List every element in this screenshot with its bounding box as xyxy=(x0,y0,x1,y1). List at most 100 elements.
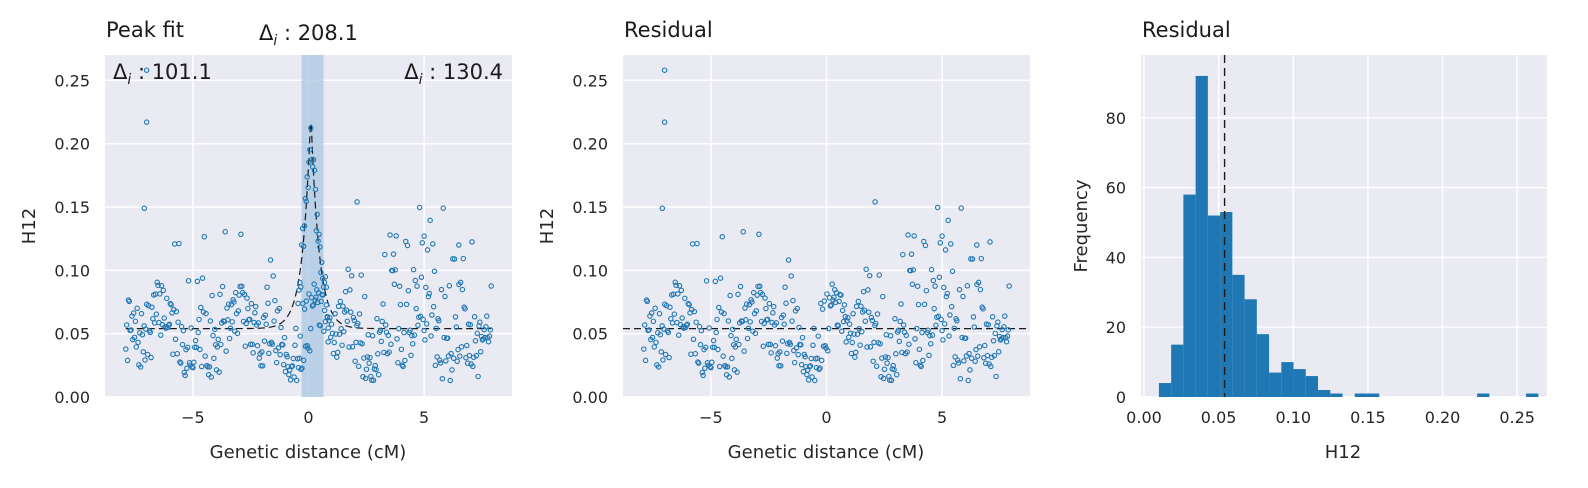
data-point xyxy=(946,333,952,339)
data-point xyxy=(852,349,859,356)
data-point xyxy=(284,353,290,360)
data-point xyxy=(662,351,669,358)
data-point xyxy=(770,310,776,316)
y-axis-label: Frequency xyxy=(1071,179,1092,272)
data-point xyxy=(858,303,864,310)
data-point xyxy=(464,360,471,367)
data-point xyxy=(358,272,365,278)
data-point xyxy=(947,312,953,318)
data-point xyxy=(164,295,170,302)
data-point xyxy=(444,335,451,341)
y-tick-label: 0.00 xyxy=(572,388,608,407)
histogram-bar xyxy=(1171,344,1184,397)
data-point xyxy=(657,331,664,338)
residual-histogram-panel: 0.00 0.05 0.10 0.15 0.20 0.25 0 20 40 60 80 Residu… xyxy=(1071,18,1547,463)
data-point xyxy=(154,279,160,286)
data-point xyxy=(197,346,203,353)
data-point xyxy=(313,227,320,234)
data-point xyxy=(288,363,295,370)
data-point xyxy=(327,315,333,321)
data-point xyxy=(320,292,326,298)
delta-value: : 130.4 xyxy=(422,60,503,84)
data-point xyxy=(333,331,339,337)
data-point xyxy=(710,337,717,344)
data-point xyxy=(944,290,951,297)
data-point xyxy=(349,344,356,350)
data-point xyxy=(846,321,853,327)
data-point xyxy=(419,240,426,246)
data-point xyxy=(697,341,704,348)
data-point xyxy=(920,357,926,364)
data-point xyxy=(914,325,920,332)
data-point xyxy=(325,339,331,345)
data-point xyxy=(231,299,237,305)
data-point xyxy=(817,365,823,371)
data-point xyxy=(795,351,801,358)
data-point xyxy=(903,332,910,339)
data-point xyxy=(995,349,1002,355)
data-point xyxy=(289,363,296,369)
histogram-bar xyxy=(1526,393,1539,397)
data-point xyxy=(184,365,190,371)
data-point xyxy=(690,336,697,343)
delta-symbol: Δ xyxy=(259,21,274,45)
data-point xyxy=(702,344,709,351)
data-point xyxy=(693,319,699,325)
data-point xyxy=(175,319,181,325)
data-point xyxy=(978,255,985,262)
data-point xyxy=(868,314,875,321)
data-point xyxy=(475,373,481,380)
data-point xyxy=(436,357,443,364)
data-point xyxy=(123,322,130,328)
data-point xyxy=(485,338,492,345)
y-tick-label: 0.25 xyxy=(54,71,90,90)
data-point xyxy=(250,350,256,356)
data-point xyxy=(229,319,235,325)
data-point xyxy=(941,321,948,327)
data-point xyxy=(925,327,931,333)
data-point xyxy=(310,302,317,308)
y-tick-label: 0.20 xyxy=(572,135,608,154)
data-point xyxy=(355,320,361,327)
data-point xyxy=(209,292,215,299)
data-point xyxy=(910,267,917,273)
data-point xyxy=(783,300,789,307)
data-point xyxy=(734,369,740,375)
data-point xyxy=(450,355,457,362)
data-point xyxy=(134,305,140,312)
data-point xyxy=(153,311,160,317)
data-point xyxy=(421,233,427,239)
data-point xyxy=(293,377,300,384)
data-point xyxy=(422,337,428,343)
y-axis-label: H12 xyxy=(537,208,558,244)
data-point xyxy=(683,322,690,328)
data-point xyxy=(793,345,800,351)
data-point xyxy=(779,338,786,344)
data-point xyxy=(781,321,787,327)
data-point xyxy=(661,119,668,125)
delta-subscript: i xyxy=(273,33,277,49)
data-point xyxy=(350,314,357,321)
data-point xyxy=(214,344,221,350)
data-point xyxy=(313,294,319,301)
data-point xyxy=(838,292,844,298)
data-point xyxy=(847,330,854,337)
data-point xyxy=(207,318,214,324)
fit-curve xyxy=(125,121,492,330)
data-point xyxy=(449,367,455,373)
data-point xyxy=(855,298,862,305)
data-point xyxy=(130,310,137,316)
data-point xyxy=(310,156,317,163)
data-point xyxy=(730,326,736,333)
data-point xyxy=(319,259,325,265)
data-point xyxy=(304,342,310,349)
data-point xyxy=(762,295,768,301)
y-tick-label: 0.10 xyxy=(572,261,608,280)
data-point xyxy=(396,325,402,332)
data-point xyxy=(991,352,998,359)
data-point xyxy=(832,299,839,306)
data-point xyxy=(766,300,773,307)
data-point xyxy=(304,174,310,180)
data-point xyxy=(397,301,404,308)
data-point xyxy=(649,334,656,341)
